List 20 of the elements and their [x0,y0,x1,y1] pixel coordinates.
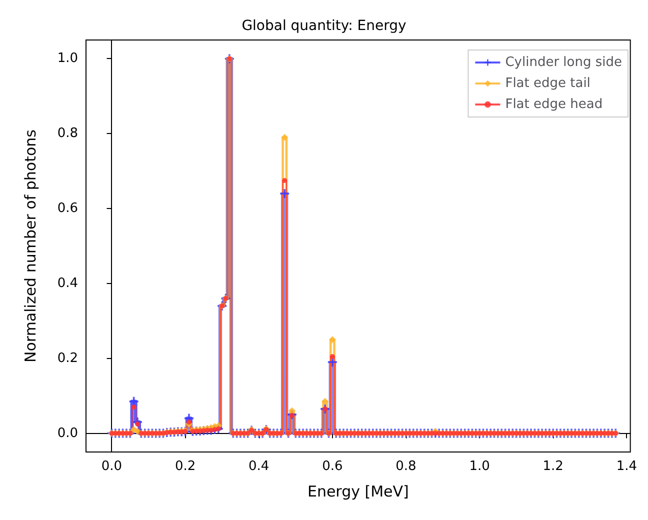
y-tick-label: 0.0 [57,426,78,441]
legend-label: Flat edge head [505,97,603,112]
legend-label: Cylinder long side [505,55,622,70]
x-tick-label: 0.2 [174,459,196,474]
y-tick-label: 1.0 [57,51,78,66]
y-tick-label: 0.6 [57,201,78,216]
chart-title: Global quantity: Energy [242,18,406,34]
x-tick-label: 1.4 [616,459,638,474]
x-tick-label: 1.2 [542,459,564,474]
y-axis-title: Normalized number of photons [22,129,40,362]
x-tick-label: 1.0 [469,459,490,474]
x-tick-label: 0.0 [101,459,122,474]
x-tick-label: 0.8 [396,459,416,474]
y-tick-label: 0.8 [57,126,78,142]
x-tick-label: 0.6 [322,459,343,474]
y-tick-label: 0.2 [57,350,78,366]
y-tick-label: 0.4 [57,276,78,291]
x-axis-title: Energy [MeV] [307,482,409,500]
x-tick-label: 0.4 [248,459,270,474]
legend-label: Flat edge tail [505,76,590,91]
